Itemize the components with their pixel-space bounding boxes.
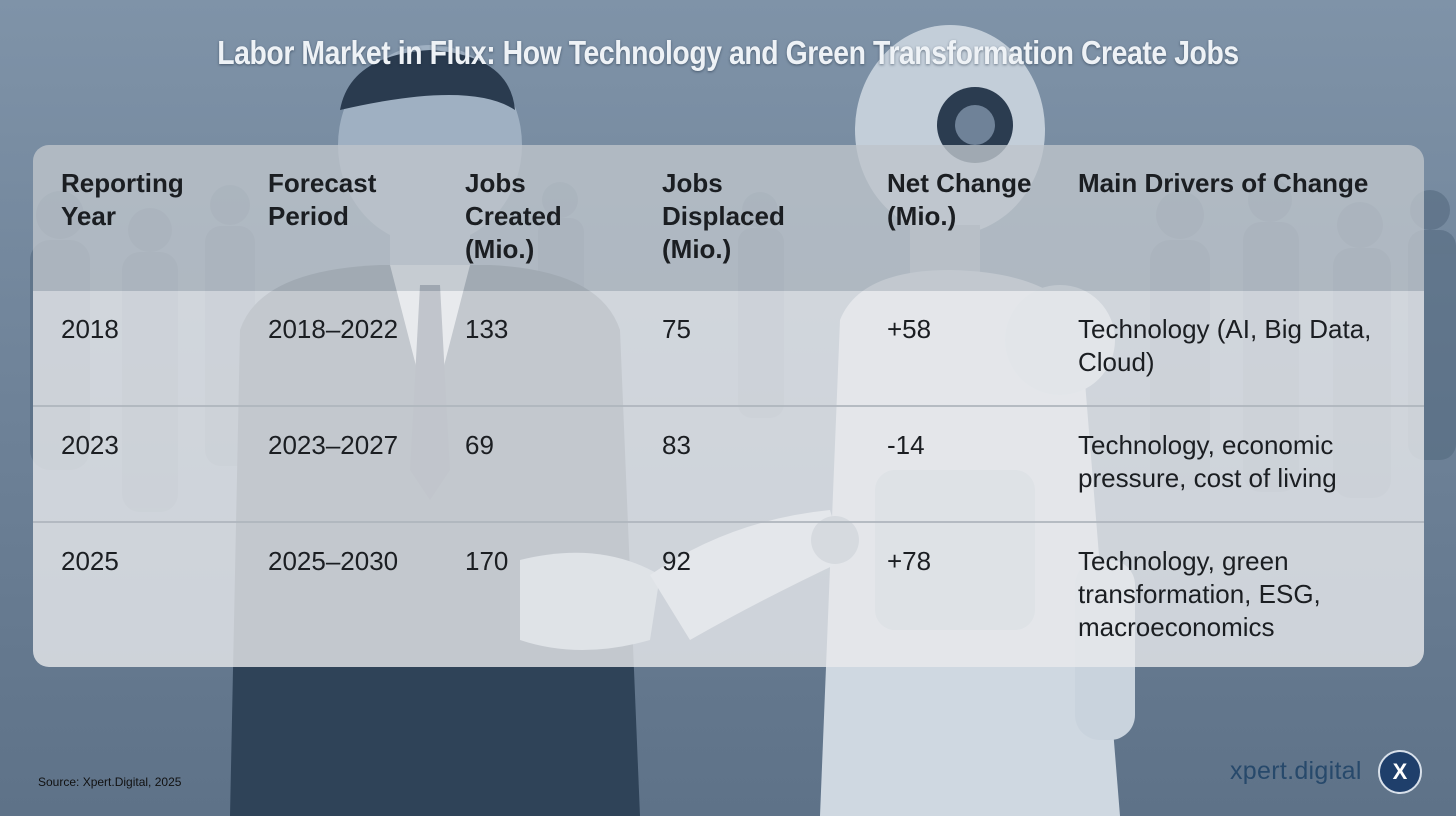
cell-net-change: +58 [859, 291, 1050, 406]
cell-reporting-year: 2018 [33, 291, 240, 406]
data-table-panel: Reporting Year Forecast Period Jobs Crea… [33, 145, 1424, 667]
header-jobs-displaced: Jobs Displaced (Mio.) [634, 145, 859, 291]
cell-net-change: +78 [859, 521, 1050, 667]
header-net-change: Net Change (Mio.) [859, 145, 1050, 291]
brand-logo-text[interactable]: xpert.digital [1230, 757, 1362, 785]
cell-main-drivers: Technology, economic pressure, cost of l… [1050, 405, 1424, 522]
header-jobs-created: Jobs Created (Mio.) [437, 145, 634, 291]
cell-forecast-period: 2023–2027 [240, 405, 437, 522]
brand-badge-icon[interactable]: X [1378, 750, 1422, 794]
table-header-row: Reporting Year Forecast Period Jobs Crea… [33, 145, 1424, 291]
table-row: 2023 2023–2027 69 83 -14 Technology, eco… [33, 405, 1424, 522]
cell-jobs-created: 170 [437, 521, 634, 667]
page-title: Labor Market in Flux: How Technology and… [217, 34, 1239, 71]
header-main-drivers: Main Drivers of Change [1050, 145, 1424, 291]
table-row: 2018 2018–2022 133 75 +58 Technology (AI… [33, 291, 1424, 406]
cell-main-drivers: Technology, green transformation, ESG, m… [1050, 521, 1424, 667]
header-forecast-period: Forecast Period [240, 145, 437, 291]
cell-jobs-created: 69 [437, 405, 634, 522]
cell-net-change: -14 [859, 405, 1050, 522]
cell-main-drivers: Technology (AI, Big Data, Cloud) [1050, 291, 1424, 406]
cell-jobs-displaced: 92 [634, 521, 859, 667]
cell-reporting-year: 2023 [33, 405, 240, 522]
header-reporting-year: Reporting Year [33, 145, 240, 291]
cell-reporting-year: 2025 [33, 521, 240, 667]
cell-jobs-displaced: 83 [634, 405, 859, 522]
cell-forecast-period: 2018–2022 [240, 291, 437, 406]
cell-forecast-period: 2025–2030 [240, 521, 437, 667]
source-note: Source: Xpert.Digital, 2025 [38, 775, 182, 789]
cell-jobs-created: 133 [437, 291, 634, 406]
cell-jobs-displaced: 75 [634, 291, 859, 406]
labor-market-table: Reporting Year Forecast Period Jobs Crea… [33, 145, 1424, 667]
table-row: 2025 2025–2030 170 92 +78 Technology, gr… [33, 521, 1424, 667]
